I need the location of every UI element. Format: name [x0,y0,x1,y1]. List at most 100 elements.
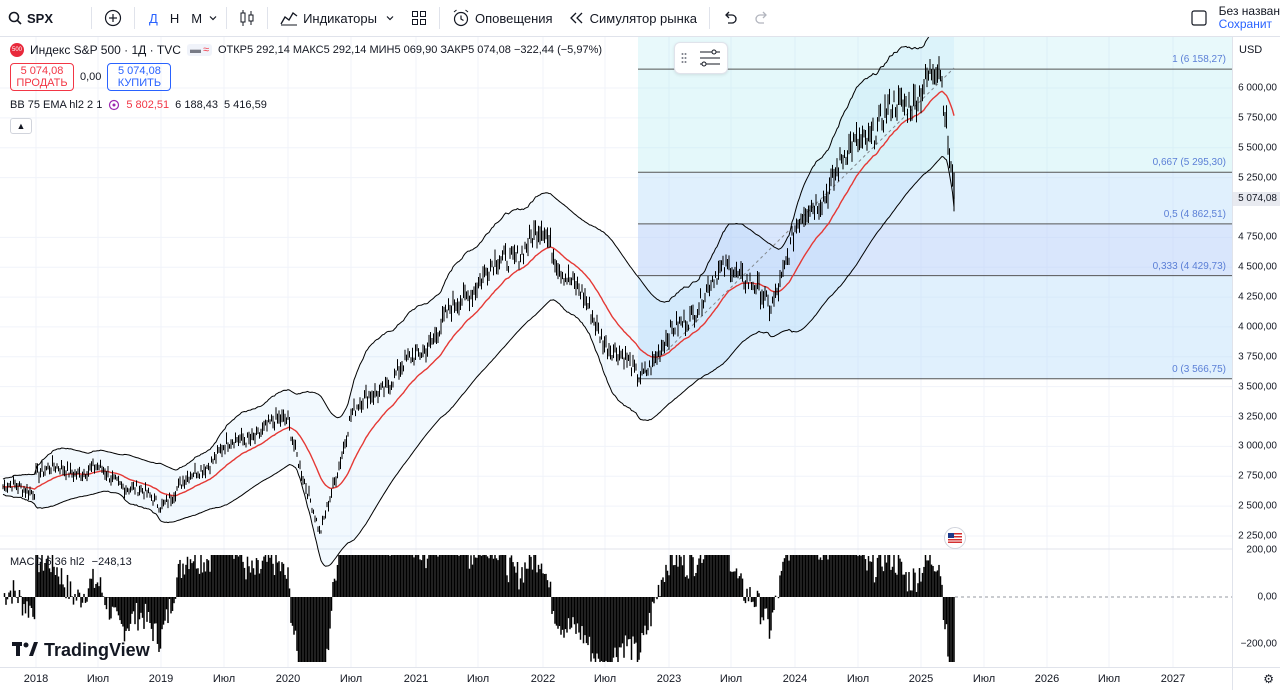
time-axis-label: 2021 [403,673,429,685]
buy-button[interactable]: 5 074,08 КУПИТЬ [107,63,172,91]
chart-type-button[interactable] [231,0,263,36]
layouts-button[interactable] [403,0,435,36]
tv-logo-icon [12,640,38,661]
indicators-label: Индикаторы [303,10,377,26]
timeframe-day[interactable]: Д [149,10,158,26]
fib-zone [638,172,1232,224]
spread-value: 0,00 [80,71,102,83]
redo-icon [754,11,770,25]
price-axis-label: 6 000,00 [1238,82,1277,94]
price-axis-label: 4 500,00 [1238,261,1277,273]
price-axis-label: 3 000,00 [1238,440,1277,452]
add-circle-icon [104,9,122,27]
price-axis-label: 5 500,00 [1238,142,1277,154]
price-axis-label: 5 750,00 [1238,112,1277,124]
time-axis[interactable]: 2018 Июл 2019 Июл 2020 Июл 2021 Июл 2022 Июл 2023 И… [0,667,1232,691]
divider [709,7,711,29]
sell-price: 5 074,08 [20,65,64,77]
price-axis-label: 3 250,00 [1238,411,1277,423]
buy-label: КУПИТЬ [117,77,162,89]
macd-axis-label: 200,00 [1246,544,1277,556]
symbol-logo: 500 [10,43,24,57]
time-axis-label: Июл [1097,673,1121,685]
price-axis-label: 3 750,00 [1238,351,1277,363]
symbol-search[interactable]: SPX [0,0,61,36]
candles-icon [239,9,255,27]
bollinger-fill [3,37,954,567]
replay-label: Симулятор рынка [589,10,698,26]
time-axis-label: 2019 [148,673,174,685]
divider [91,7,93,29]
compare-button[interactable] [96,0,130,36]
symbol-label: SPX [27,10,54,26]
currency-label[interactable]: USD [1239,44,1263,56]
fib-level-1: 1 (6 158,27) [1172,54,1226,65]
collapse-legend-button[interactable]: ▲ [10,118,32,134]
save-label: Сохранит [1218,17,1273,31]
indicators-icon [280,10,298,26]
sell-label: ПРОДАТЬ [16,77,68,89]
indicator-name: BB 75 EMA hl2 2 1 [10,99,103,111]
top-toolbar: SPX Д Н М Индикаторы [0,0,1280,37]
price-axis-label: 4 750,00 [1238,231,1277,243]
chart-settings-button[interactable]: ⚙ [1232,667,1280,690]
bb-indicator-legend[interactable]: BB 75 EMA hl2 2 1 5 802,51 6 188,43 5 41… [10,99,267,111]
macd-legend[interactable]: MACD 6 36 hl2 −248,13 [10,556,132,568]
time-axis-label: Июл [593,673,617,685]
sell-button[interactable]: 5 074,08 ПРОДАТЬ [10,63,74,91]
macd-axis-label: 0,00 [1257,591,1277,603]
indicator-value-1: 5 802,51 [126,99,170,111]
undo-button[interactable] [714,0,746,36]
price-axis-label: 2 250,00 [1238,530,1277,542]
redo-button[interactable] [746,0,778,36]
chart-legend: 500 Индекс S&P 500 · 1Д · TVC ▬ ≈ ОТКР5 … [10,43,602,57]
chevron-down-icon[interactable] [208,13,218,23]
us-flag-icon[interactable] [944,527,966,549]
time-axis-label: 2023 [656,673,682,685]
time-axis-label: 2025 [908,673,934,685]
visibility-toggle[interactable]: ▬ ≈ [186,44,212,56]
indicators-button[interactable]: Индикаторы [272,0,403,36]
save-layout-button[interactable]: Без назван Сохранит [1219,5,1280,31]
time-axis-label: Июл [86,673,110,685]
time-axis-label: Июл [212,673,236,685]
price-series [2,56,955,534]
layout-checkbox[interactable] [1191,10,1207,26]
macd-histogram [3,555,1232,662]
chevron-down-icon[interactable] [385,13,395,23]
rewind-icon [569,12,585,24]
drawing-toolbar[interactable] [674,42,728,74]
fib-settings-icon[interactable] [699,49,721,67]
fib-level-0: 0 (3 566,75) [1172,364,1226,375]
time-axis-label: 2024 [782,673,808,685]
alerts-button[interactable]: Оповещения [444,0,561,36]
fib-zone [638,275,1232,379]
price-axis-label: 4 000,00 [1238,321,1277,333]
drag-handle-icon[interactable] [681,52,687,64]
price-chart[interactable] [0,37,1232,667]
fib-level-0333: 0,333 (4 429,73) [1152,261,1226,272]
buy-price: 5 074,08 [118,65,161,77]
timeframe-week[interactable]: Н [169,10,180,26]
time-axis-label: 2026 [1034,673,1060,685]
replay-button[interactable]: Симулятор рынка [561,0,705,36]
ohlc-values: ОТКР5 292,14 МАКС5 292,14 МИН5 069,90 ЗА… [217,44,603,56]
tradingview-logo[interactable]: TradingView [12,640,150,661]
bollinger-bands [2,37,955,567]
indicator-value-3: 5 416,59 [224,99,267,111]
symbol-title[interactable]: Индекс S&P 500 · 1Д · TVC [30,43,181,57]
time-axis-label: 2020 [275,673,301,685]
macd-name: MACD 6 36 hl2 [10,556,85,568]
divider [134,7,136,29]
gear-icon: ⚙ [1263,672,1274,686]
trade-buttons: 5 074,08 ПРОДАТЬ 0,00 5 074,08 КУПИТЬ [10,63,172,91]
price-axis-label: 5 250,00 [1238,172,1277,184]
bollinger-upper [2,37,930,480]
time-axis-label: 2027 [1160,673,1186,685]
price-axis-label: 4 250,00 [1238,291,1277,303]
timeframe-month[interactable]: М [191,10,203,26]
fib-zone [638,69,1232,173]
fib-level-0667: 0,667 (5 295,30) [1152,157,1226,168]
price-axis[interactable]: USD 6 000,00 5 750,00 5 500,00 5 250,00 4 75… [1232,37,1280,667]
divider [226,7,228,29]
